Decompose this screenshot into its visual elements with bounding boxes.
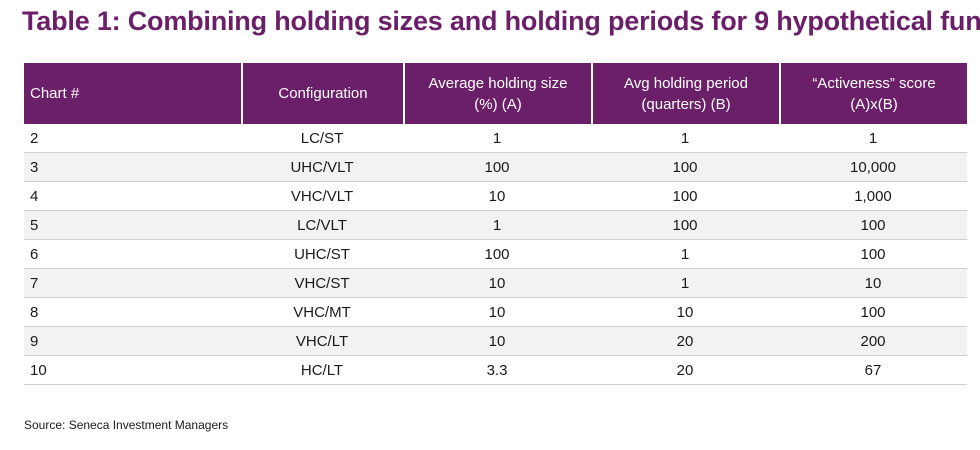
cell-activeness-score: 1,000 bbox=[779, 182, 967, 211]
cell-chart-number: 10 bbox=[24, 356, 241, 385]
cell-avg-holding-period: 1 bbox=[591, 124, 779, 153]
cell-configuration: LC/ST bbox=[241, 124, 403, 153]
cell-average-holding-size: 10 bbox=[403, 182, 591, 211]
cell-chart-number: 6 bbox=[24, 240, 241, 269]
header-avg-holding-period-line2: (quarters) (B) bbox=[641, 95, 731, 113]
cell-configuration: VHC/LT bbox=[241, 327, 403, 356]
header-configuration-label: Configuration bbox=[278, 85, 368, 102]
table-row: 5 LC/VLT 1 100 100 bbox=[24, 211, 967, 240]
cell-average-holding-size: 100 bbox=[403, 153, 591, 182]
cell-chart-number: 4 bbox=[24, 182, 241, 211]
cell-configuration: VHC/MT bbox=[241, 298, 403, 327]
header-avg-holding-period: Avg holding period (quarters) (B) bbox=[591, 63, 779, 124]
cell-chart-number: 2 bbox=[24, 124, 241, 153]
cell-average-holding-size: 10 bbox=[403, 269, 591, 298]
table-row: 3 UHC/VLT 100 100 10,000 bbox=[24, 153, 967, 182]
table-row: 7 VHC/ST 10 1 10 bbox=[24, 269, 967, 298]
header-configuration: Configuration bbox=[241, 63, 403, 124]
header-average-holding-size-line2: (%) (A) bbox=[474, 95, 522, 113]
header-avg-holding-period-line1: Avg holding period bbox=[624, 74, 748, 92]
table-row: 6 UHC/ST 100 1 100 bbox=[24, 240, 967, 269]
cell-chart-number: 5 bbox=[24, 211, 241, 240]
cell-activeness-score: 200 bbox=[779, 327, 967, 356]
cell-average-holding-size: 1 bbox=[403, 211, 591, 240]
header-activeness-score-line2: (A)x(B) bbox=[850, 95, 898, 113]
cell-avg-holding-period: 100 bbox=[591, 153, 779, 182]
cell-average-holding-size: 10 bbox=[403, 298, 591, 327]
cell-configuration: LC/VLT bbox=[241, 211, 403, 240]
cell-chart-number: 3 bbox=[24, 153, 241, 182]
cell-chart-number: 9 bbox=[24, 327, 241, 356]
cell-activeness-score: 100 bbox=[779, 298, 967, 327]
cell-configuration: VHC/ST bbox=[241, 269, 403, 298]
cell-configuration: HC/LT bbox=[241, 356, 403, 385]
header-average-holding-size-line1: Average holding size bbox=[428, 74, 568, 92]
cell-configuration: UHC/ST bbox=[241, 240, 403, 269]
cell-configuration: UHC/VLT bbox=[241, 153, 403, 182]
cell-chart-number: 7 bbox=[24, 269, 241, 298]
cell-activeness-score: 1 bbox=[779, 124, 967, 153]
page-title: Table 1: Combining holding sizes and hol… bbox=[22, 6, 980, 36]
cell-avg-holding-period: 100 bbox=[591, 182, 779, 211]
source-note: Source: Seneca Investment Managers bbox=[24, 418, 229, 432]
table-row: 4 VHC/VLT 10 100 1,000 bbox=[24, 182, 967, 211]
cell-avg-holding-period: 1 bbox=[591, 269, 779, 298]
cell-avg-holding-period: 20 bbox=[591, 327, 779, 356]
header-activeness-score: “Activeness” score (A)x(B) bbox=[779, 63, 967, 124]
cell-average-holding-size: 1 bbox=[403, 124, 591, 153]
holdings-table: Chart # Configuration Average holding si… bbox=[24, 63, 967, 385]
cell-average-holding-size: 100 bbox=[403, 240, 591, 269]
table-row: 9 VHC/LT 10 20 200 bbox=[24, 327, 967, 356]
table-row: 2 LC/ST 1 1 1 bbox=[24, 124, 967, 153]
header-average-holding-size: Average holding size (%) (A) bbox=[403, 63, 591, 124]
table-row: 10 HC/LT 3.3 20 67 bbox=[24, 356, 967, 385]
table-header-row: Chart # Configuration Average holding si… bbox=[24, 63, 967, 124]
cell-configuration: VHC/VLT bbox=[241, 182, 403, 211]
cell-avg-holding-period: 1 bbox=[591, 240, 779, 269]
header-chart-number-label: Chart # bbox=[30, 85, 80, 102]
cell-chart-number: 8 bbox=[24, 298, 241, 327]
cell-avg-holding-period: 10 bbox=[591, 298, 779, 327]
cell-activeness-score: 100 bbox=[779, 211, 967, 240]
header-activeness-score-line1: “Activeness” score bbox=[812, 74, 936, 92]
cell-avg-holding-period: 100 bbox=[591, 211, 779, 240]
cell-average-holding-size: 10 bbox=[403, 327, 591, 356]
cell-activeness-score: 67 bbox=[779, 356, 967, 385]
cell-average-holding-size: 3.3 bbox=[403, 356, 591, 385]
cell-activeness-score: 100 bbox=[779, 240, 967, 269]
header-chart-number: Chart # bbox=[24, 63, 241, 124]
table-row: 8 VHC/MT 10 10 100 bbox=[24, 298, 967, 327]
cell-activeness-score: 10 bbox=[779, 269, 967, 298]
cell-avg-holding-period: 20 bbox=[591, 356, 779, 385]
cell-activeness-score: 10,000 bbox=[779, 153, 967, 182]
